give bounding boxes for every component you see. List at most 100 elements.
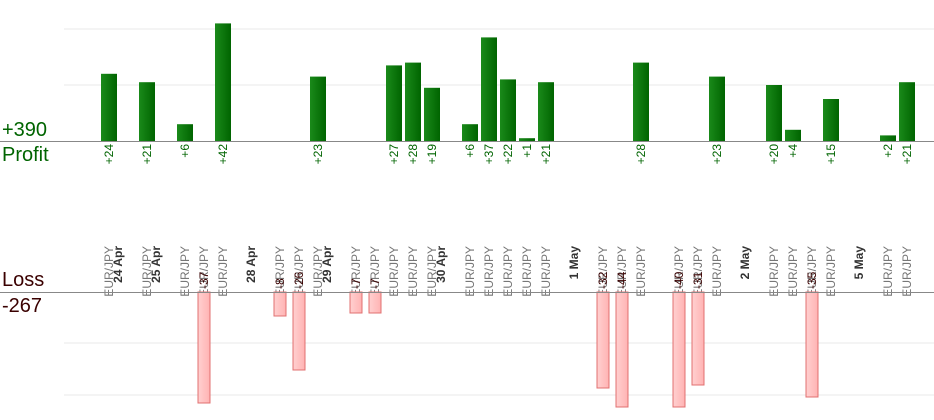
profit-value-label: +23 — [311, 144, 325, 165]
profit-value-label: +37 — [482, 144, 496, 165]
profit-value-label: +19 — [425, 144, 439, 165]
profit-bar — [424, 87, 440, 141]
pair-label: EUR/JPY — [900, 246, 914, 297]
pair-label: EUR/JPY — [786, 246, 800, 297]
profit-value-label: +20 — [767, 144, 781, 165]
loss-bar — [672, 291, 686, 408]
profit-value-label: +2 — [881, 144, 895, 158]
profit-value-label: +22 — [501, 144, 515, 165]
loss-value-label: -32 — [596, 271, 610, 289]
profit-value-label: +6 — [463, 144, 477, 158]
profit-value-label: +21 — [539, 144, 553, 165]
pair-label: EUR/JPY — [596, 246, 610, 297]
loss-label: Loss — [2, 269, 45, 291]
loss-value-label: -7 — [368, 278, 382, 289]
profit-value-label: +28 — [406, 144, 420, 165]
loss-value-label: -35 — [805, 271, 819, 289]
date-label: 28 Apr — [244, 246, 258, 283]
pair-label: EUR/JPY — [463, 246, 477, 297]
profit-value-label: +21 — [900, 144, 914, 165]
profit-bar — [215, 23, 231, 141]
pair-label: EUR/JPY — [767, 246, 781, 297]
profit-value-label: +4 — [786, 144, 800, 158]
profit-value-label: +24 — [102, 144, 116, 165]
pair-label: EUR/JPY — [292, 246, 306, 297]
loss-bar — [349, 291, 363, 314]
pair-label: EUR/JPY — [349, 246, 363, 297]
pair-label: EUR/JPY — [501, 246, 515, 297]
profit-bar — [709, 76, 725, 141]
profit-bar — [481, 37, 497, 141]
pair-label: EUR/JPY — [425, 246, 439, 297]
profit-total: +390 — [2, 119, 48, 141]
profit-value-label: +28 — [634, 144, 648, 165]
loss-bar — [615, 291, 629, 408]
loss-bar — [273, 291, 287, 317]
loss-value-label: -37 — [197, 271, 211, 289]
pair-label: EUR/JPY — [387, 246, 401, 297]
profit-value-label: +23 — [710, 144, 724, 165]
profit-bar — [766, 85, 782, 141]
pair-label: EUR/JPY — [691, 246, 705, 297]
profit-value-label: +42 — [216, 144, 230, 165]
date-label: 24 Apr — [111, 246, 125, 283]
profit-value-label: +1 — [520, 144, 534, 158]
date-label: 29 Apr — [320, 246, 334, 283]
profit-value-label: +21 — [140, 144, 154, 165]
profit-bar — [500, 79, 516, 141]
date-label: 5 May — [852, 246, 866, 280]
date-label: 30 Apr — [434, 246, 448, 283]
profit-bar — [405, 62, 421, 141]
loss-value-label: -44 — [615, 271, 629, 289]
profit-bar — [310, 76, 326, 141]
profit-bar — [538, 82, 554, 141]
profit-bar — [880, 135, 896, 141]
pair-label: EUR/JPY — [520, 246, 534, 297]
profit-bar — [101, 73, 117, 141]
pair-label: EUR/JPY — [482, 246, 496, 297]
profit-bar — [386, 65, 402, 141]
pair-label: EUR/JPY — [273, 246, 287, 297]
pair-label: EUR/JPY — [615, 246, 629, 297]
profit-value-label: +15 — [824, 144, 838, 165]
loss-value-label: -26 — [292, 271, 306, 289]
loss-value-label: -8 — [273, 278, 287, 289]
date-label: 1 May — [567, 246, 581, 280]
pair-label: EUR/JPY — [539, 246, 553, 297]
pair-label: EUR/JPY — [672, 246, 686, 297]
pair-label: EUR/JPY — [216, 246, 230, 297]
profit-label: Profit — [2, 144, 49, 166]
pair-label: EUR/JPY — [197, 246, 211, 297]
profit-bar — [633, 62, 649, 141]
profit-bar — [462, 124, 478, 141]
pair-label: EUR/JPY — [824, 246, 838, 297]
pair-label: EUR/JPY — [102, 246, 116, 297]
loss-bar — [197, 291, 211, 404]
pair-label: EUR/JPY — [368, 246, 382, 297]
loss-bar — [368, 291, 382, 314]
profit-bar — [519, 138, 535, 141]
profit-bar — [177, 124, 193, 141]
pair-label: EUR/JPY — [634, 246, 648, 297]
profit-bar — [823, 99, 839, 141]
loss-bar — [596, 291, 610, 389]
pair-label: EUR/JPY — [178, 246, 192, 297]
pair-label: EUR/JPY — [311, 246, 325, 297]
profit-bar — [899, 82, 915, 141]
loss-total: -267 — [2, 295, 43, 317]
pair-label: EUR/JPY — [710, 246, 724, 297]
pair-label: EUR/JPY — [881, 246, 895, 297]
loss-bar — [805, 291, 819, 398]
loss-bar — [292, 291, 306, 371]
loss-value-label: -31 — [691, 271, 705, 289]
profit-value-label: +6 — [178, 144, 192, 158]
profit-bar — [139, 82, 155, 141]
date-label: 2 May — [738, 246, 752, 280]
pair-label: EUR/JPY — [406, 246, 420, 297]
date-label: 25 Apr — [149, 246, 163, 283]
loss-value-label: -7 — [349, 278, 363, 289]
profit-value-label: +27 — [387, 144, 401, 165]
pair-label: EUR/JPY — [140, 246, 154, 297]
profit-bar — [785, 129, 801, 141]
